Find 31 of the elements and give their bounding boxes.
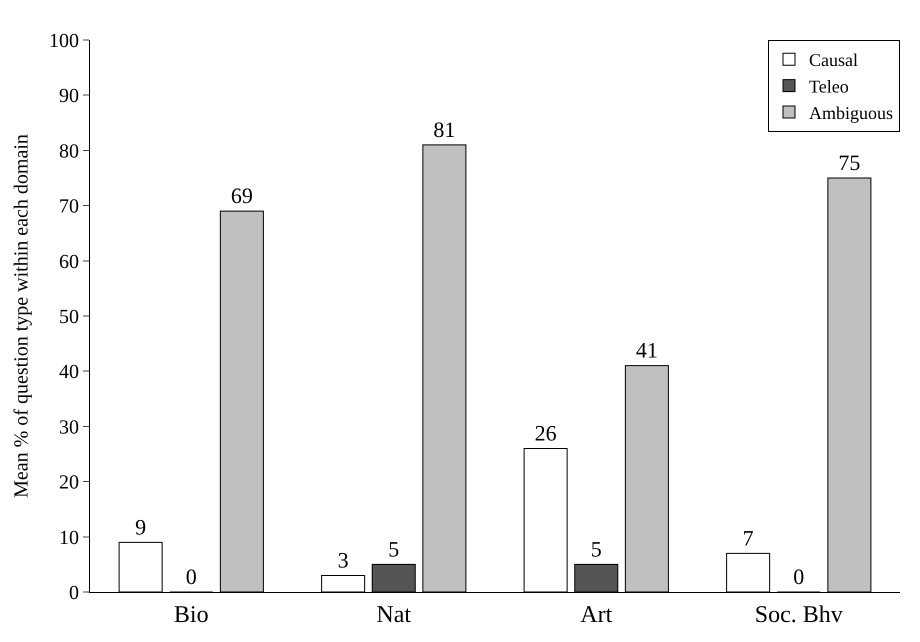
x-tick-label: Art	[580, 602, 613, 628]
data-label: 0	[186, 564, 197, 589]
data-label: 5	[590, 536, 602, 562]
data-label: 81	[433, 116, 456, 142]
legend-label: Ambiguous	[809, 103, 894, 124]
y-tick-label: 100	[49, 30, 79, 52]
data-label: 41	[636, 338, 658, 363]
legend-label: Causal	[809, 50, 858, 70]
data-label: 75	[838, 150, 860, 175]
legend-label: Teleo	[809, 76, 849, 97]
y-tick-label: 40	[59, 361, 79, 384]
y-axis-title: Mean % of question type within each domain	[10, 134, 32, 498]
data-label: 26	[534, 420, 557, 446]
data-label: 5	[388, 536, 400, 562]
y-tick-label: 90	[59, 85, 79, 108]
data-label: 3	[338, 547, 349, 572]
y-tick-label: 60	[59, 250, 79, 273]
y-tick-label: 50	[59, 306, 79, 328]
y-tick-label: 80	[59, 140, 79, 162]
x-tick-label: Soc. Bhv	[754, 602, 843, 628]
y-tick-label: 30	[59, 416, 79, 438]
data-label: 9	[135, 514, 146, 540]
x-tick-label: Bio	[174, 602, 209, 628]
y-tick-label: 70	[59, 196, 79, 218]
data-label: 7	[742, 525, 754, 550]
data-label: 0	[793, 564, 804, 589]
x-tick-label: Nat	[376, 602, 412, 628]
data-label: 69	[230, 183, 253, 208]
y-tick-label: 0	[69, 582, 79, 604]
y-tick-label: 20	[59, 472, 79, 494]
y-tick-label: 10	[59, 526, 79, 549]
